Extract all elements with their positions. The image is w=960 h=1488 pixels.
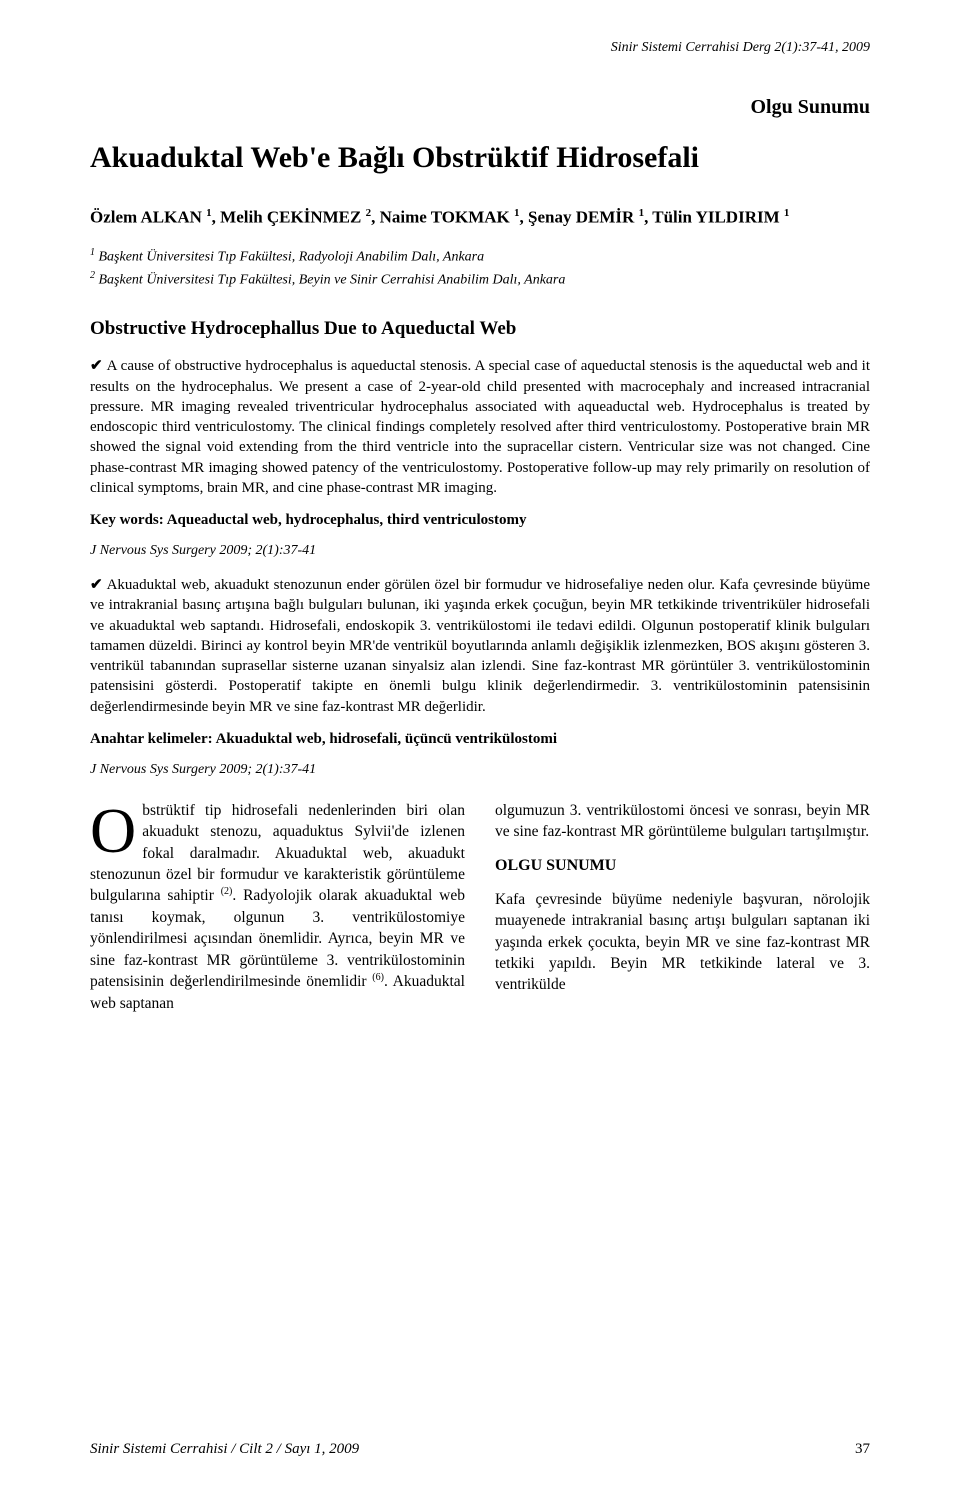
- ref-6: (6): [372, 972, 384, 983]
- dropcap: O: [90, 800, 142, 858]
- keywords-tr-label: Anahtar kelimeler:: [90, 731, 213, 747]
- footer-journal: Sinir Sistemi Cerrahisi / Cilt 2 / Sayı …: [90, 1441, 359, 1458]
- article-title: Akuaduktal Web'e Bağlı Obstrüktif Hidros…: [90, 139, 870, 177]
- keywords-en-label: Key words:: [90, 512, 164, 528]
- citation-line-2: J Nervous Sys Surgery 2009; 2(1):37-41: [90, 762, 870, 778]
- citation-line-1: J Nervous Sys Surgery 2009; 2(1):37-41: [90, 543, 870, 559]
- affiliations-block: 1 Başkent Üniversitesi Tıp Fakültesi, Ra…: [90, 245, 870, 290]
- body-columns: Obstrüktif tip hidrosefali nedenlerinden…: [90, 800, 870, 1014]
- page-footer: Sinir Sistemi Cerrahisi / Cilt 2 / Sayı …: [90, 1441, 870, 1458]
- left-column: Obstrüktif tip hidrosefali nedenlerinden…: [90, 800, 465, 1014]
- intro-paragraph: Obstrüktif tip hidrosefali nedenlerinden…: [90, 800, 465, 1014]
- ref-2: (2): [221, 886, 233, 897]
- article-subtitle-en: Obstructive Hydrocephallus Due to Aquedu…: [90, 318, 870, 340]
- keywords-en-text: Aqueaductal web, hydrocephalus, third ve…: [167, 512, 527, 528]
- right-para-2: Kafa çevresinde büyüme nedeniyle başvura…: [495, 889, 870, 996]
- abstract-en: A cause of obstructive hydrocephalus is …: [90, 356, 870, 498]
- authors-line: Özlem ALKAN 1, Melih ÇEKİNMEZ 2, Naime T…: [90, 207, 870, 228]
- keywords-tr-text: Akuaduktal web, hidrosefali, üçüncü vent…: [216, 731, 557, 747]
- abstract-tr: Akuaduktal web, akuadukt stenozunun ende…: [90, 575, 870, 717]
- running-header: Sinir Sistemi Cerrahisi Derg 2(1):37-41,…: [90, 40, 870, 56]
- right-column: olgumuzun 3. ventrikülostomi öncesi ve s…: [495, 800, 870, 1014]
- right-para-1: olgumuzun 3. ventrikülostomi öncesi ve s…: [495, 800, 870, 843]
- footer-page-number: 37: [855, 1441, 870, 1458]
- section-heading-olgu: OLGU SUNUMU: [495, 855, 870, 877]
- keywords-en: Key words: Aqueaductal web, hydrocephalu…: [90, 512, 870, 529]
- keywords-tr: Anahtar kelimeler: Akuaduktal web, hidro…: [90, 731, 870, 748]
- article-category: Olgu Sunumu: [90, 96, 870, 119]
